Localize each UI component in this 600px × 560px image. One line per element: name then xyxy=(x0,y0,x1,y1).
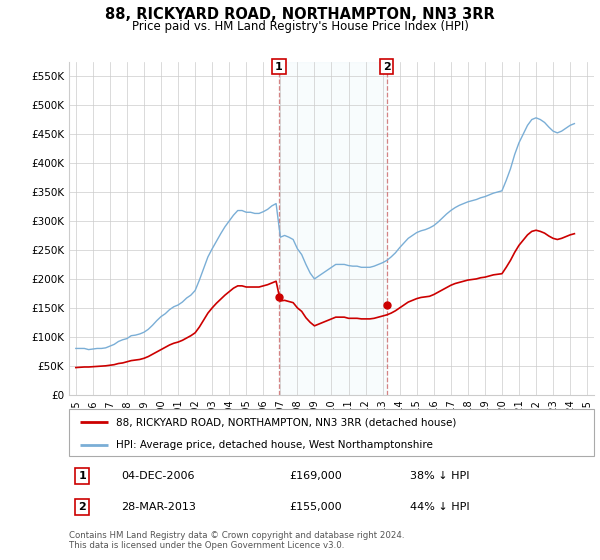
Text: Contains HM Land Registry data © Crown copyright and database right 2024.
This d: Contains HM Land Registry data © Crown c… xyxy=(69,531,404,550)
Text: Price paid vs. HM Land Registry's House Price Index (HPI): Price paid vs. HM Land Registry's House … xyxy=(131,20,469,32)
Text: 2: 2 xyxy=(383,62,391,72)
Text: 88, RICKYARD ROAD, NORTHAMPTON, NN3 3RR: 88, RICKYARD ROAD, NORTHAMPTON, NN3 3RR xyxy=(105,7,495,22)
Text: 1: 1 xyxy=(275,62,283,72)
Bar xyxy=(279,62,386,395)
Text: 1: 1 xyxy=(78,471,86,481)
Text: 38% ↓ HPI: 38% ↓ HPI xyxy=(410,471,470,481)
Text: 04-DEC-2006: 04-DEC-2006 xyxy=(121,471,195,481)
Text: HPI: Average price, detached house, West Northamptonshire: HPI: Average price, detached house, West… xyxy=(116,440,433,450)
Text: 44% ↓ HPI: 44% ↓ HPI xyxy=(410,502,470,512)
Text: £169,000: £169,000 xyxy=(290,471,342,481)
Text: £155,000: £155,000 xyxy=(290,502,342,512)
Text: 2: 2 xyxy=(78,502,86,512)
Text: 28-MAR-2013: 28-MAR-2013 xyxy=(121,502,196,512)
Text: 88, RICKYARD ROAD, NORTHAMPTON, NN3 3RR (detached house): 88, RICKYARD ROAD, NORTHAMPTON, NN3 3RR … xyxy=(116,417,457,427)
